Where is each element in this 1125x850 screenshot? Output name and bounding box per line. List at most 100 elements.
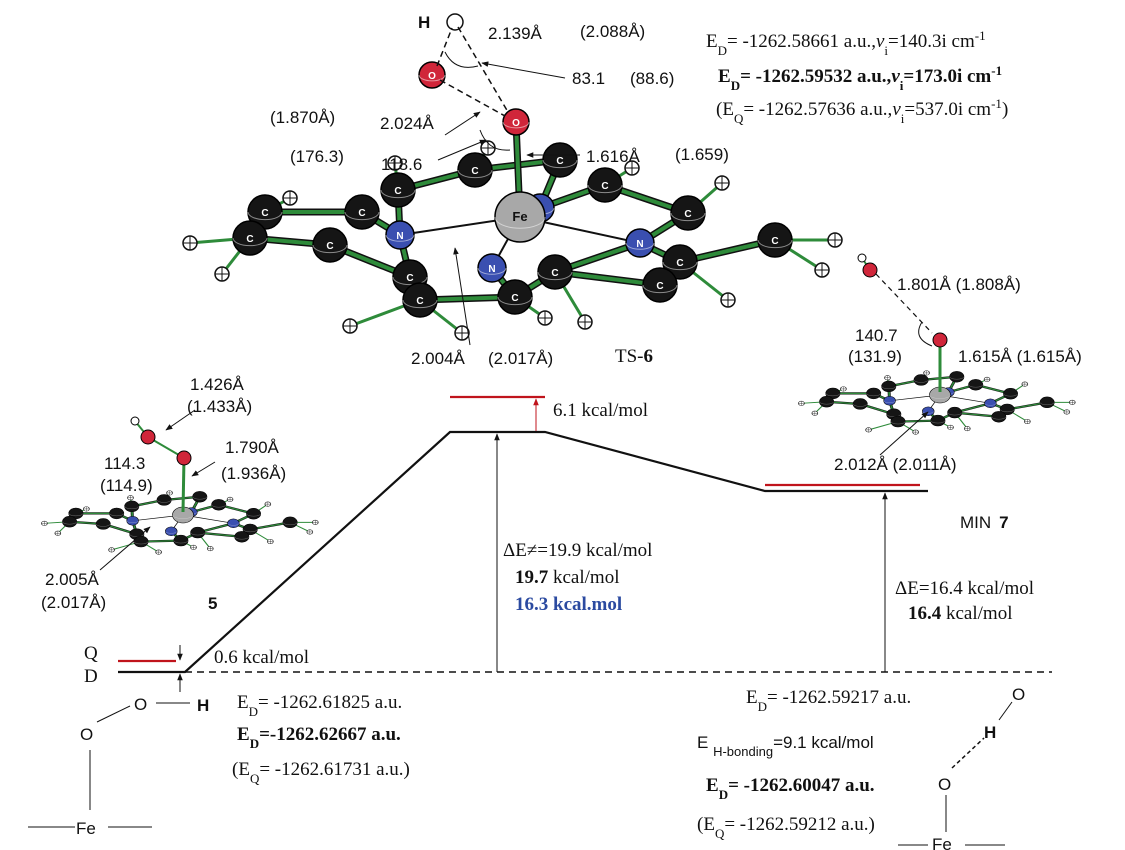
- atom-label: O: [1012, 685, 1025, 704]
- atom-label: C: [358, 208, 365, 219]
- atom: [177, 451, 191, 465]
- barrier-label: 19.7 kcal/mol: [515, 567, 619, 588]
- barrier-label: 16.3 kcal.mol: [515, 594, 622, 615]
- distance: (1.659): [675, 145, 729, 164]
- energy-line: (EQ= -1262.59212 a.u.): [697, 814, 875, 841]
- gap-label: 6.1 kcal/mol: [553, 400, 648, 421]
- atom-label: C: [684, 209, 691, 220]
- angle: 83.1: [572, 69, 605, 88]
- page: CCCCNCCNCCNCCCCCNCCCFeOO H 2.139Å (2.088…: [0, 0, 1125, 850]
- atom: [931, 415, 945, 426]
- angle-arc: [445, 52, 478, 67]
- atom: [992, 411, 1006, 422]
- atom-label: C: [394, 186, 401, 197]
- energy-line: (EQ= -1262.57636 a.u.,vi=537.0i cm-1): [716, 96, 1008, 126]
- atom-label: O: [512, 118, 520, 129]
- angle: 114.3: [104, 454, 145, 473]
- atom: [950, 371, 964, 382]
- atom-label: C: [326, 241, 333, 252]
- atom: [969, 379, 983, 390]
- reaction-label: ΔE=16.4 kcal/mol: [895, 578, 1034, 599]
- atom-label: C: [246, 234, 253, 245]
- atom: [985, 399, 997, 408]
- distance: (1.433Å): [187, 397, 252, 416]
- atom: [863, 263, 877, 277]
- angle-arc: [919, 322, 932, 346]
- o-o-bond: [440, 80, 505, 116]
- atom: [858, 254, 866, 262]
- bond: [999, 702, 1012, 720]
- atom-label: C: [261, 208, 268, 219]
- atom-label: Fe: [932, 835, 952, 850]
- structure-name: TS-6: [615, 346, 653, 367]
- h-bond: [952, 738, 984, 768]
- atom-label: Fe: [512, 209, 527, 224]
- atom: [948, 407, 962, 418]
- atom-label: C: [656, 281, 663, 292]
- energy-line: ED= -1262.59217 a.u.: [746, 687, 911, 714]
- angle: (88.6): [630, 69, 674, 88]
- atom: [891, 416, 905, 427]
- ts6-structure: CCCCNCCNCCNCCCCCNCCCFeOO: [183, 14, 842, 340]
- atom-label: C: [406, 273, 413, 284]
- atom: [62, 516, 76, 527]
- atom-label: Fe: [76, 819, 96, 838]
- atom: [174, 535, 188, 546]
- distance: (2.088Å): [580, 22, 645, 41]
- atom-label: N: [636, 239, 643, 250]
- atom: [141, 430, 155, 444]
- leader: [166, 410, 195, 430]
- angle: (114.9): [100, 476, 153, 495]
- structure-7: [798, 371, 1075, 435]
- atom-label: C: [511, 293, 518, 304]
- energy-line: ED= -1262.61825 a.u.: [237, 692, 402, 719]
- atom: [125, 501, 139, 512]
- distance: 1.426Å: [190, 375, 245, 394]
- state-label: Q: [84, 643, 98, 664]
- atom: [933, 333, 947, 347]
- bond: [183, 458, 184, 512]
- distance: (2.017Å): [488, 349, 553, 368]
- distance: 2.005Å: [45, 570, 100, 589]
- atom: [914, 375, 928, 386]
- atom: [922, 407, 934, 416]
- atom-label: N: [396, 231, 403, 242]
- atom-label: C: [676, 258, 683, 269]
- energy-line: E H-bonding=9.1 kcal/mol: [697, 733, 874, 759]
- distance: 1.616Å: [586, 147, 641, 166]
- angle: 140.7: [855, 326, 898, 345]
- atom: [867, 388, 881, 399]
- atom-label: C: [556, 156, 563, 167]
- atom-label: O: [428, 71, 436, 82]
- atom-label: N: [488, 264, 495, 275]
- atom: [882, 381, 896, 392]
- gap-label: 0.6 kcal/mol: [214, 647, 309, 668]
- atom: [246, 508, 260, 519]
- atom-label: O: [80, 725, 93, 744]
- atom-label: H: [984, 723, 996, 742]
- atom: [283, 517, 297, 528]
- atom: [134, 536, 148, 547]
- leader: [192, 462, 215, 476]
- distance: 1.790Å: [225, 438, 280, 457]
- atom: [819, 396, 833, 407]
- leader: [482, 63, 565, 78]
- distance: 2.012Å (2.011Å): [834, 455, 957, 474]
- atom-label: C: [551, 268, 558, 279]
- atom: [228, 519, 240, 528]
- distance: (1.936Å): [221, 464, 286, 483]
- atom: [157, 495, 171, 506]
- distance: (2.017Å): [41, 593, 106, 612]
- angle: (131.9): [848, 347, 902, 366]
- barrier-label: ΔE≠=19.9 kcal/mol: [503, 540, 652, 561]
- atom-label: O: [134, 695, 147, 714]
- atom: [127, 516, 139, 525]
- atom: [165, 527, 177, 536]
- reaction-label: 16.4 kcal/mol: [908, 603, 1012, 624]
- atom: [212, 499, 226, 510]
- atom: [884, 396, 896, 405]
- atom: [131, 417, 139, 425]
- atom: [110, 508, 124, 519]
- atom: [193, 491, 207, 502]
